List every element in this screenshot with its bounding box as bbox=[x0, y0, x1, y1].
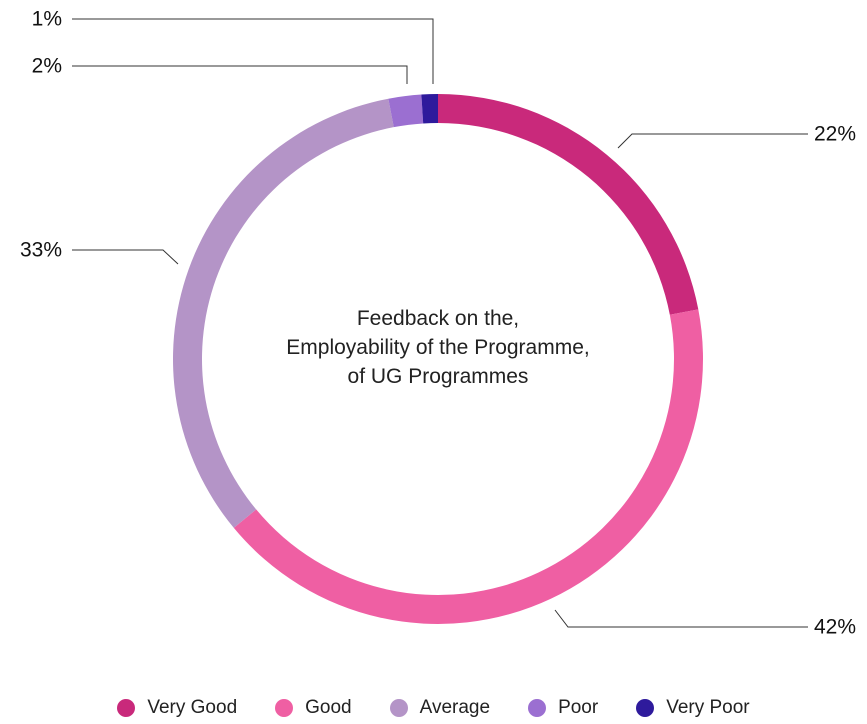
legend-label-very-poor: Very Poor bbox=[666, 697, 750, 718]
slice-very-poor[interactable] bbox=[421, 94, 438, 124]
legend: Very Good Good Average Poor Very Poor bbox=[0, 694, 867, 722]
legend-item-very-good[interactable]: Very Good bbox=[117, 697, 237, 719]
slice-good[interactable] bbox=[233, 309, 703, 624]
value-label-poor: 2% bbox=[32, 55, 62, 78]
legend-item-very-poor[interactable]: Very Poor bbox=[636, 697, 750, 719]
legend-label-very-good: Very Good bbox=[147, 697, 238, 718]
legend-item-poor[interactable]: Poor bbox=[528, 697, 598, 719]
slice-average[interactable] bbox=[172, 98, 394, 528]
value-label-very-good: 22% bbox=[814, 123, 856, 146]
legend-swatch-good bbox=[275, 699, 294, 717]
chart-title-line-2: Employability of the Programme, bbox=[286, 336, 590, 359]
leader-lines bbox=[72, 18, 808, 628]
legend-label-average: Average bbox=[419, 697, 491, 718]
value-labels: 22% 42% 33% 2% 1% bbox=[20, 8, 856, 639]
leader-line-average bbox=[72, 249, 179, 265]
legend-swatch-very-poor bbox=[636, 699, 655, 717]
value-label-average: 33% bbox=[20, 239, 62, 262]
chart-title: Feedback on the, Employability of the Pr… bbox=[238, 304, 638, 391]
leader-line-good bbox=[554, 609, 808, 628]
legend-swatch-poor bbox=[528, 699, 547, 717]
legend-label-good: Good bbox=[305, 697, 352, 718]
leader-line-very-good bbox=[617, 133, 808, 149]
leader-line-very-poor bbox=[72, 18, 434, 84]
legend-swatch-very-good bbox=[117, 699, 136, 717]
legend-label-poor: Poor bbox=[558, 697, 599, 718]
leader-line-poor bbox=[72, 65, 408, 84]
chart-title-line-3: of UG Programmes bbox=[347, 365, 529, 388]
legend-item-good[interactable]: Good bbox=[275, 697, 352, 719]
value-label-very-poor: 1% bbox=[32, 8, 62, 31]
slice-very-good[interactable] bbox=[438, 94, 699, 315]
chart-title-line-1: Feedback on the, bbox=[356, 307, 520, 330]
legend-item-average[interactable]: Average bbox=[389, 697, 491, 719]
donut-slices bbox=[172, 94, 703, 624]
value-label-good: 42% bbox=[814, 616, 856, 639]
slice-poor[interactable] bbox=[388, 94, 424, 128]
legend-swatch-average bbox=[389, 699, 408, 717]
